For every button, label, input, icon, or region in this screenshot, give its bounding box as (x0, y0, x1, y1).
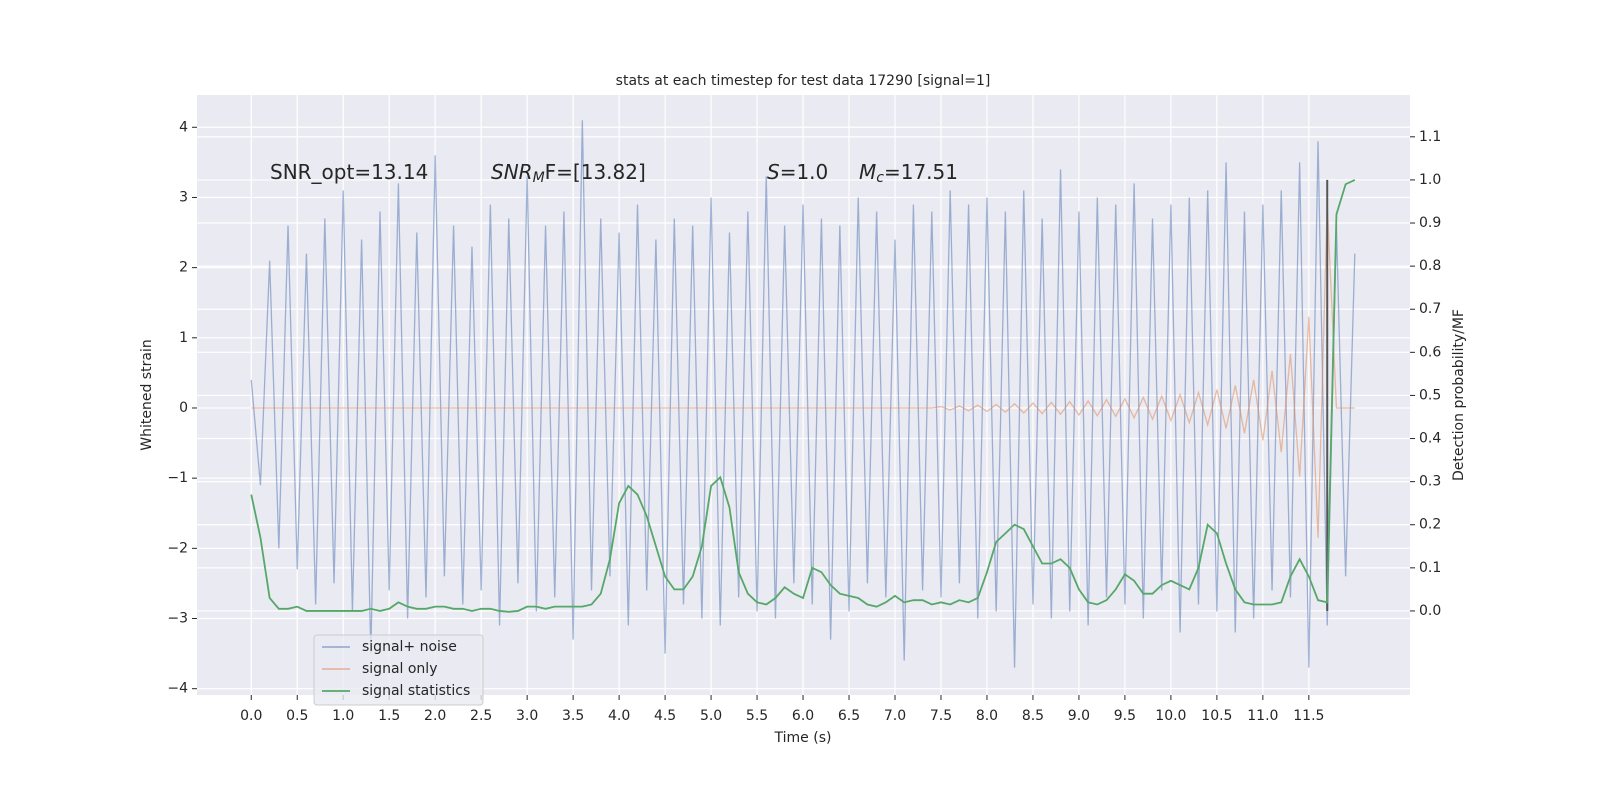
y-tick-label: 3 (179, 189, 188, 205)
x-tick-label: 8.5 (1022, 708, 1044, 724)
x-axis-label: Time (s) (774, 730, 832, 746)
annotation-rest: F=[13.82] (545, 160, 646, 184)
data-line (251, 204, 1355, 538)
x-tick-label: 11.0 (1247, 708, 1278, 724)
annotation-text: M (859, 160, 876, 184)
x-tick-label: 10.0 (1155, 708, 1186, 724)
x-tick-label: 11.5 (1293, 708, 1324, 724)
annotation-rest: =1.0 (780, 160, 829, 184)
x-tick-label: 6.0 (792, 708, 814, 724)
legend-label: signal only (362, 661, 437, 677)
x-tick-label: 9.5 (1114, 708, 1136, 724)
y2-tick-label: 0.3 (1419, 474, 1441, 490)
x-tick-label: 4.0 (608, 708, 630, 724)
x-tick-label: 6.5 (838, 708, 860, 724)
x-tick-label: 2.5 (470, 708, 492, 724)
annotation-rest: =17.51 (884, 160, 958, 184)
x-tick-label: 7.0 (884, 708, 906, 724)
y-tick-label: −1 (167, 470, 188, 486)
y2-tick-label: 0.8 (1419, 258, 1441, 274)
y2-tick-label: 0.4 (1419, 431, 1441, 447)
y2-tick-label: 0.9 (1419, 215, 1441, 231)
y2-tick-label: 0.7 (1419, 301, 1441, 317)
x-tick-label: 5.0 (700, 708, 722, 724)
annotation: SNR_opt=13.14 (270, 160, 428, 184)
x-tick-label: 4.5 (654, 708, 676, 724)
y2-tick-label: 0.1 (1419, 560, 1441, 576)
y2-tick-label: 1.0 (1419, 172, 1441, 188)
x-tick-label: 7.5 (930, 708, 952, 724)
y2-axis-label: Detection probability/MF (1451, 309, 1467, 481)
annotation: Mc=17.51 (859, 160, 958, 187)
x-tick-label: 5.5 (746, 708, 768, 724)
y2-tick-label: 0.6 (1419, 344, 1441, 360)
x-tick-label: 1.0 (332, 708, 354, 724)
data-line (250, 179, 1356, 613)
annotation: SNRMF=[13.82] (491, 160, 646, 187)
data-line (250, 120, 1356, 668)
x-tick-label: 8.0 (976, 708, 998, 724)
legend-label: signal statistics (362, 683, 470, 699)
legend-label: signal+ noise (362, 639, 457, 655)
annotation-subscript: c (876, 170, 884, 186)
y2-tick-label: 1.1 (1419, 129, 1441, 145)
annotation: S=1.0 (767, 160, 828, 184)
x-tick-label: 10.5 (1201, 708, 1232, 724)
y2-tick-label: 0.5 (1419, 387, 1441, 403)
y-tick-label: −3 (167, 611, 188, 627)
x-tick-label: 0.5 (286, 708, 308, 724)
y2-tick-label: 0.2 (1419, 517, 1441, 533)
x-tick-label: 0.0 (240, 708, 262, 724)
y-axis-label: Whitened strain (139, 339, 155, 450)
y-tick-label: −4 (167, 681, 188, 697)
x-tick-label: 1.5 (378, 708, 400, 724)
y-tick-label: −2 (167, 540, 188, 556)
legend-box (313, 634, 484, 706)
y-tick-label: 2 (179, 260, 188, 276)
annotation-text: S (767, 160, 780, 184)
x-tick-label: 3.5 (562, 708, 584, 724)
annotation-text: SNR_opt=13.14 (270, 160, 428, 184)
y-tick-label: 1 (179, 330, 188, 346)
y2-tick-label: 0.0 (1419, 603, 1441, 619)
x-tick-label: 3.0 (516, 708, 538, 724)
y-tick-label: 0 (179, 400, 188, 416)
annotation-subscript: M (533, 170, 545, 186)
chart-title: stats at each timestep for test data 172… (616, 73, 991, 89)
x-tick-label: 9.0 (1068, 708, 1090, 724)
annotation-text: SNR (491, 160, 533, 184)
marks (250, 120, 1356, 668)
y-tick-label: 4 (179, 119, 188, 135)
x-tick-label: 2.0 (424, 708, 446, 724)
